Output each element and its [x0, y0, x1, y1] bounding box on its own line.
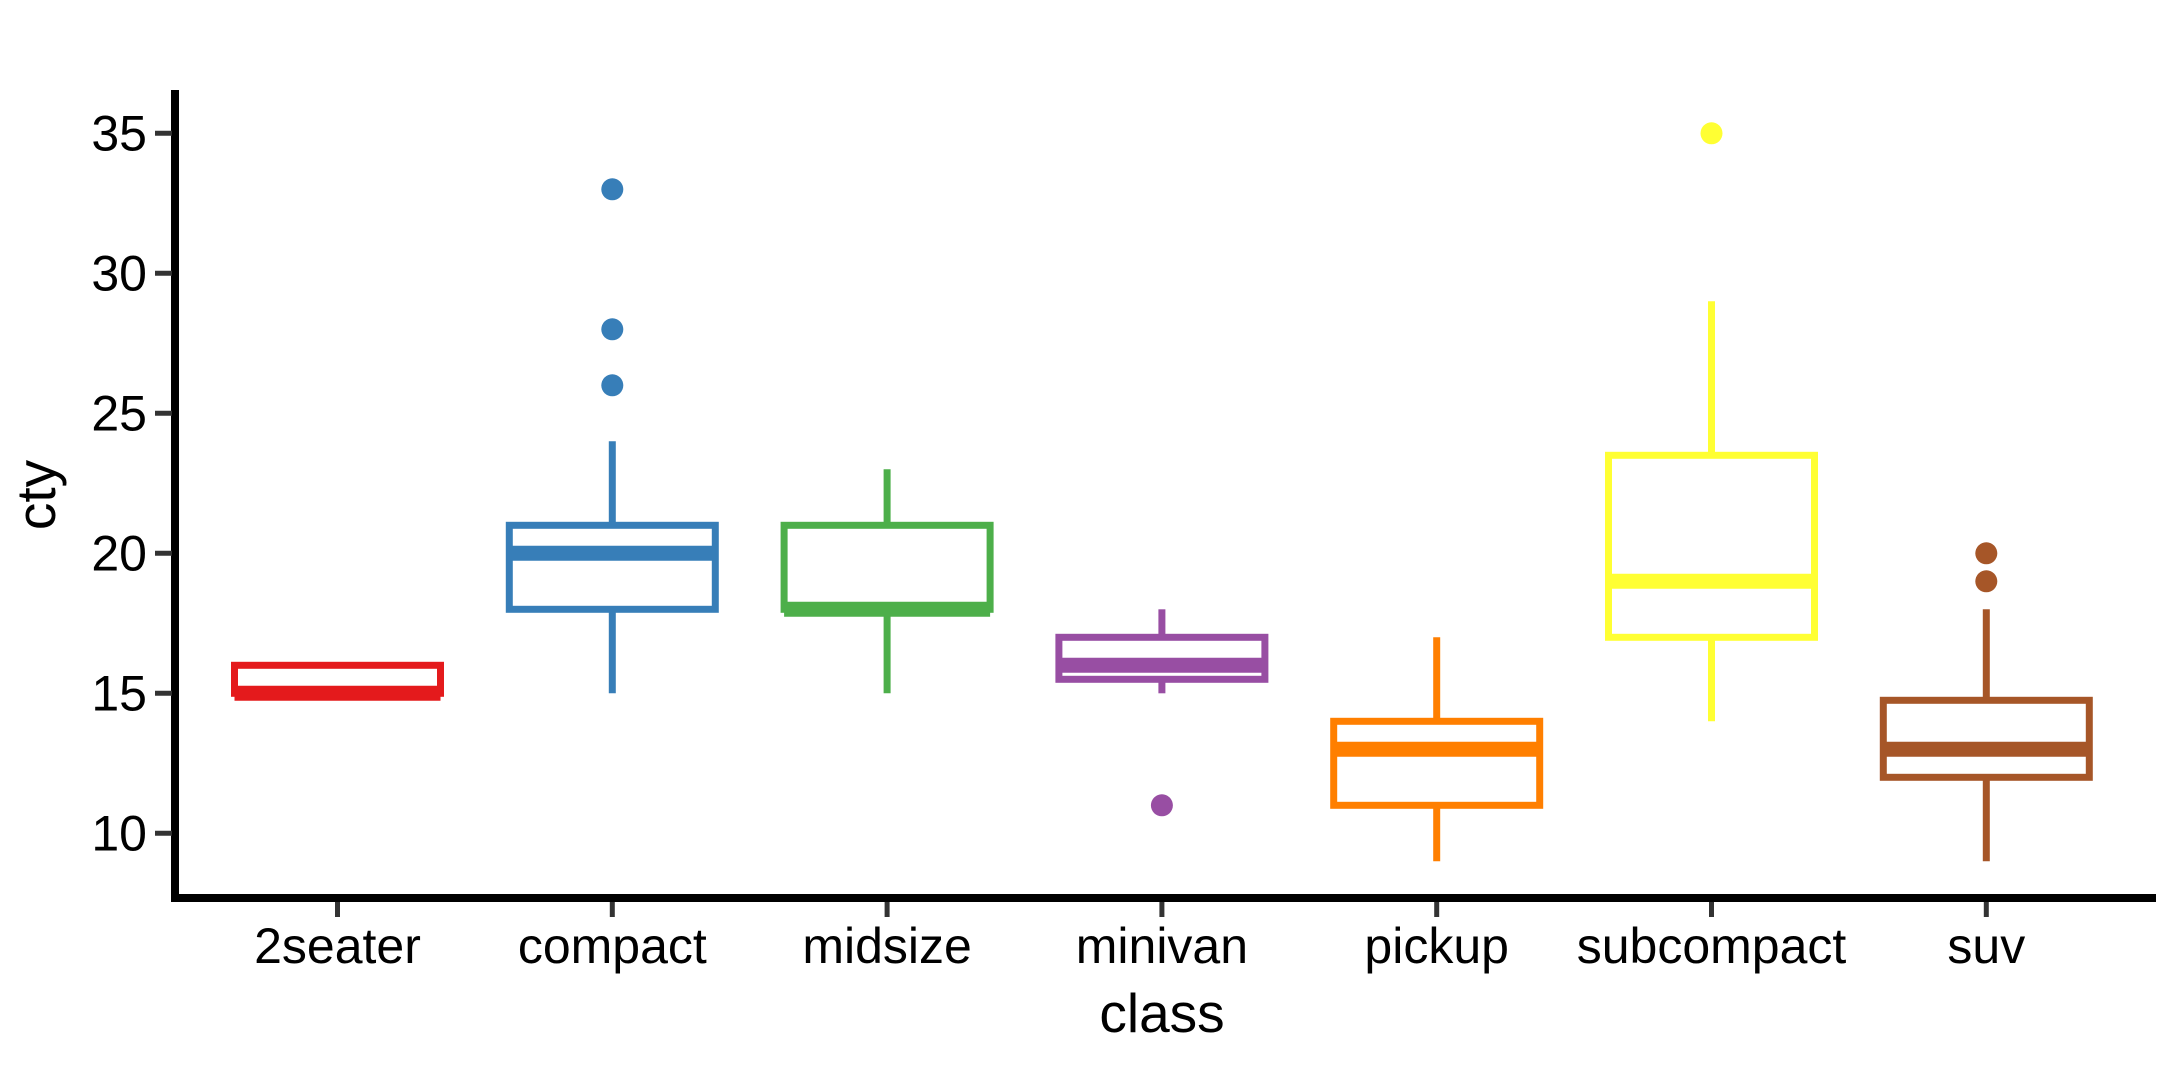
outlier-dot-compact-26: [601, 374, 624, 397]
y-tick-label-20: 20: [91, 525, 147, 581]
y-tick-label-10: 10: [91, 805, 147, 861]
x-tick-label-minivan: minivan: [1076, 918, 1248, 974]
y-tick-label-15: 15: [91, 665, 147, 721]
y-axis-title: cty: [5, 459, 67, 530]
outlier-dot-suv-20: [1975, 542, 1998, 565]
x-tick-label-midsize: midsize: [802, 918, 971, 974]
box-suv: [1879, 696, 2093, 781]
outlier-dot-compact-28: [601, 318, 624, 341]
box-pickup: [1330, 717, 1544, 809]
x-tick-label-suv: suv: [1947, 918, 2025, 974]
x-tick-label-2seater: 2seater: [254, 918, 421, 974]
y-tick-label-25: 25: [91, 385, 147, 441]
y-tick-label-30: 30: [91, 245, 147, 301]
box-midsize: [780, 521, 994, 613]
outlier-dot-subcompact-35: [1700, 122, 1723, 145]
x-tick-label-compact: compact: [518, 918, 707, 974]
outlier-dot-compact-33: [601, 178, 624, 201]
box-subcompact: [1605, 451, 1818, 641]
x-axis-title: class: [1099, 982, 1224, 1044]
y-tick-label-35: 35: [91, 105, 147, 161]
outlier-dot-suv-19: [1975, 570, 1998, 593]
box-compact: [505, 521, 719, 613]
x-tick-label-pickup: pickup: [1364, 918, 1509, 974]
outlier-dot-minivan-11: [1150, 794, 1173, 817]
x-tick-label-subcompact: subcompact: [1577, 918, 1847, 974]
plot-marks: 10 15 20 25 30 35 2seater compact midsize minivan…: [91, 90, 2156, 974]
